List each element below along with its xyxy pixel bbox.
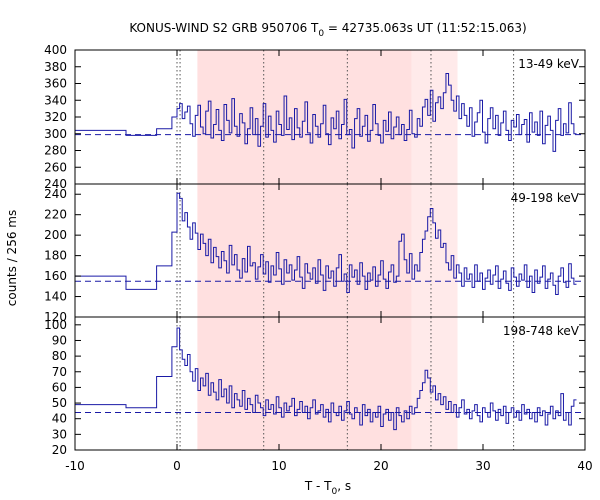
y-tick-label: 400 <box>44 43 67 57</box>
y-axis-title: counts / 256 ms <box>5 210 19 306</box>
y-tick-label: 380 <box>44 60 67 74</box>
chart-title: KONUS-WIND S2 GRB 950706 T0 = 42735.063s… <box>129 21 526 39</box>
y-tick-label: 30 <box>52 427 67 441</box>
y-tick-label: 320 <box>44 110 67 124</box>
x-axis-title: T - T0, s <box>304 479 351 497</box>
panel-2: 120 140 160 180 200 220 240 49-198 keV <box>44 183 586 324</box>
y-tick-label: 60 <box>52 380 67 394</box>
energy-band-label: 49-198 keV <box>511 191 580 205</box>
y-tick-label: 160 <box>44 269 67 283</box>
y-tick-label: 280 <box>44 144 67 158</box>
y-tick-label: 360 <box>44 77 67 91</box>
x-tick-label: 30 <box>475 459 490 473</box>
x-tick-label: 20 <box>373 459 388 473</box>
x-tick-label: 0 <box>173 459 181 473</box>
y-tick-label: 70 <box>52 365 67 379</box>
y-tick-label: 260 <box>44 160 67 174</box>
xlabel-subscript: 0 <box>332 487 338 497</box>
y-tick-label: 120 <box>44 310 67 324</box>
count-rate-series <box>75 72 577 152</box>
y-tick-label: 240 <box>44 187 67 201</box>
shaded-interval-tail <box>411 50 458 450</box>
count-rate-series <box>75 192 577 295</box>
y-tick-label: 300 <box>44 127 67 141</box>
x-tick-label: 40 <box>577 459 592 473</box>
title-subscript: 0 <box>318 29 324 39</box>
x-tick-label: -10 <box>65 459 85 473</box>
y-tick-label: 40 <box>52 412 67 426</box>
y-tick-label: 200 <box>44 228 67 242</box>
y-tick-label: 220 <box>44 208 67 222</box>
panel-1: 240 260 280 300 320 340 360 380 400 13-49 keV <box>44 43 586 191</box>
y-tick-label: 340 <box>44 93 67 107</box>
count-rate-series <box>75 327 577 431</box>
y-tick-label: 100 <box>44 318 67 332</box>
y-tick-label: 50 <box>52 396 67 410</box>
y-tick-label: 90 <box>52 333 67 347</box>
y-tick-label: 180 <box>44 249 67 263</box>
y-tick-label: 80 <box>52 349 67 363</box>
y-tick-label: 20 <box>52 443 67 457</box>
x-tick-label: 10 <box>271 459 286 473</box>
energy-band-label: 198-748 keV <box>503 324 580 338</box>
energy-band-label: 13-49 keV <box>518 57 580 71</box>
panel-frame <box>74 316 586 451</box>
y-tick-label: 140 <box>44 290 67 304</box>
y-tick-label: 240 <box>44 177 67 191</box>
